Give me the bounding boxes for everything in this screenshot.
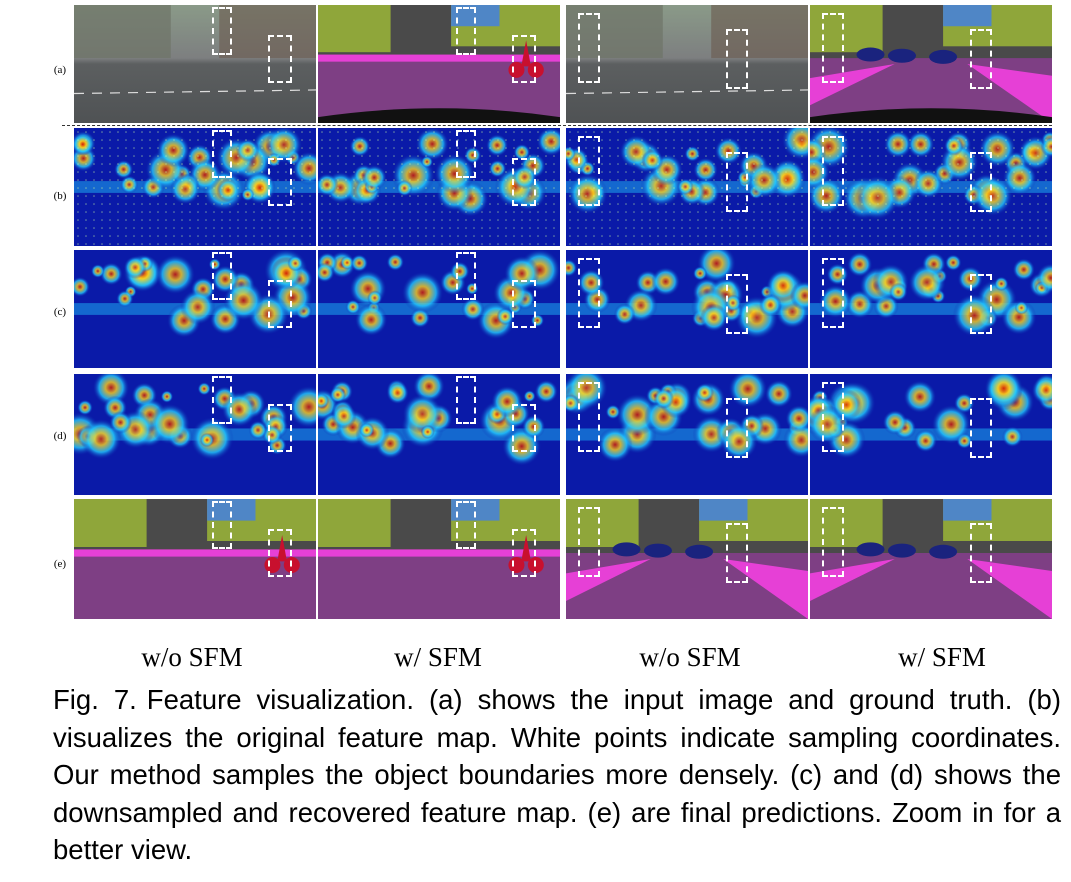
caption-fig-label: Fig. 7.	[53, 684, 137, 715]
row-label-a: (a)	[53, 64, 67, 76]
highlight-box	[822, 507, 844, 577]
row-label-c: (c)	[53, 306, 67, 318]
highlight-box	[456, 130, 476, 178]
highlight-box	[970, 398, 992, 458]
highlight-box	[970, 274, 992, 334]
highlight-box	[578, 136, 600, 206]
highlight-box	[212, 501, 232, 549]
highlight-box	[822, 382, 844, 452]
figure-caption: Fig. 7. Feature visualization. (a) shows …	[53, 681, 1061, 869]
panel-c-col2	[318, 250, 560, 368]
highlight-box	[822, 13, 844, 83]
highlight-box	[212, 376, 232, 424]
highlight-box	[512, 35, 536, 83]
panel-e-col4	[810, 499, 1052, 619]
highlight-box	[726, 523, 748, 583]
highlight-box	[970, 29, 992, 89]
caption-text: Feature visualization. (a) shows the inp…	[53, 684, 1061, 865]
highlight-box	[512, 158, 536, 206]
highlight-box	[822, 258, 844, 328]
highlight-box	[726, 152, 748, 212]
highlight-box	[212, 252, 232, 300]
panel-b-col2	[318, 128, 560, 246]
highlight-box	[578, 382, 600, 452]
column-label-4: w/ SFM	[898, 642, 986, 672]
highlight-box	[268, 158, 292, 206]
row-label-b: (b)	[53, 190, 67, 202]
panel-c-col4	[810, 250, 1052, 368]
panel-a-col1	[74, 5, 316, 123]
column-label-1: w/o SFM	[141, 642, 243, 672]
highlight-box	[578, 258, 600, 328]
highlight-box	[268, 35, 292, 83]
panel-e-col3	[566, 499, 808, 619]
row-label-d: (d)	[53, 430, 67, 442]
highlight-box	[268, 280, 292, 328]
panel-e-col1	[74, 499, 316, 619]
panel-e-col2	[318, 499, 560, 619]
panel-b-col3	[566, 128, 808, 246]
panel-a-col3	[566, 5, 808, 123]
row-separator	[62, 125, 1052, 126]
highlight-box	[970, 152, 992, 212]
panel-a-col2	[318, 5, 560, 123]
panel-d-col1	[74, 374, 316, 495]
panel-b-col4	[810, 128, 1052, 246]
panel-d-col2	[318, 374, 560, 495]
highlight-box	[456, 501, 476, 549]
highlight-box	[822, 136, 844, 206]
highlight-box	[726, 29, 748, 89]
highlight-box	[512, 529, 536, 577]
panel-b-col1	[74, 128, 316, 246]
highlight-box	[578, 507, 600, 577]
highlight-box	[726, 274, 748, 334]
column-label-2: w/ SFM	[394, 642, 482, 672]
highlight-box	[456, 252, 476, 300]
panel-d-col3	[566, 374, 808, 495]
highlight-box	[970, 523, 992, 583]
highlight-box	[456, 376, 476, 424]
highlight-box	[456, 7, 476, 55]
highlight-box	[578, 13, 600, 83]
highlight-box	[512, 280, 536, 328]
highlight-box	[268, 529, 292, 577]
highlight-box	[512, 404, 536, 452]
row-label-e: (e)	[53, 558, 67, 570]
column-label-3: w/o SFM	[639, 642, 741, 672]
highlight-box	[268, 404, 292, 452]
panel-a-col4	[810, 5, 1052, 123]
highlight-box	[212, 7, 232, 55]
panel-d-col4	[810, 374, 1052, 495]
panel-c-col3	[566, 250, 808, 368]
highlight-box	[726, 398, 748, 458]
panel-c-col1	[74, 250, 316, 368]
highlight-box	[212, 130, 232, 178]
